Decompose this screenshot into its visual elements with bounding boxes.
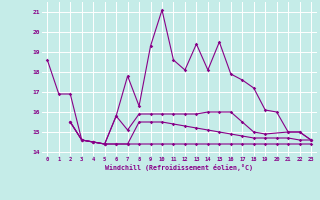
X-axis label: Windchill (Refroidissement éolien,°C): Windchill (Refroidissement éolien,°C): [105, 164, 253, 171]
